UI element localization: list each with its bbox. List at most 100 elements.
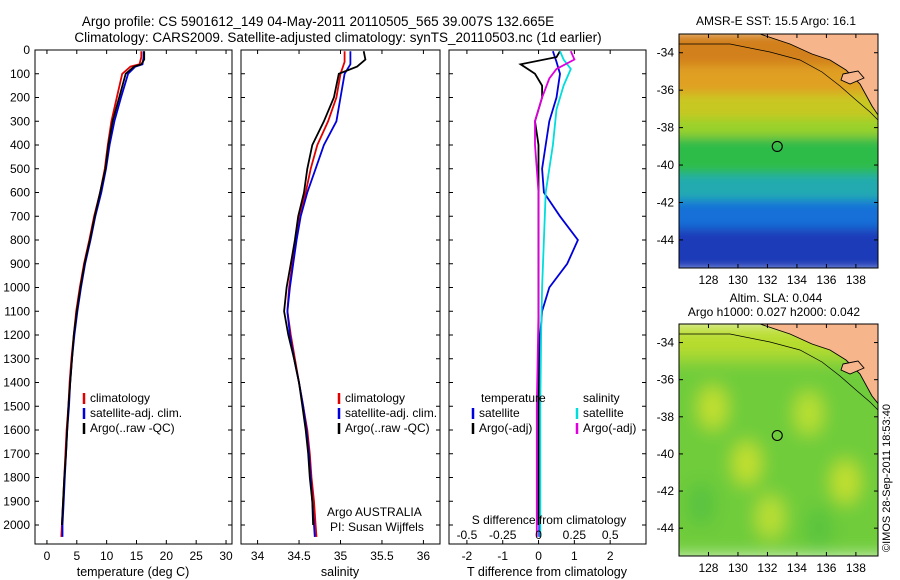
sst-map-y-tick-label: -34 bbox=[657, 46, 675, 60]
temperature-profile-legend-entry: satellite-adj. clim. bbox=[90, 406, 182, 420]
sla-map-panel: Altim. SLA: 0.044 Argo h1000: 0.027 h200… bbox=[657, 291, 879, 575]
sst-map-y-tick-label: -38 bbox=[657, 121, 675, 135]
temperature-profile-series-0 bbox=[60, 51, 143, 537]
difference-legend-salinity-heading: salinity bbox=[583, 391, 620, 405]
difference-profile-x-tick-label: -1 bbox=[497, 549, 508, 563]
depth-tick-label: 2000 bbox=[3, 518, 30, 532]
temperature-axes-frame bbox=[34, 49, 233, 545]
salinity-profile-legend-entry: Argo(..raw -QC) bbox=[345, 421, 430, 435]
difference-profile-x-tick-label: 1 bbox=[571, 549, 578, 563]
sst-map-band bbox=[679, 228, 878, 268]
salinity-profile-legend-entry: climatology bbox=[345, 391, 405, 405]
temperature-profile-legend-entry: Argo(..raw -QC) bbox=[90, 421, 175, 435]
sla-map-y-tick-label: -36 bbox=[657, 373, 675, 387]
temperature-panel: 0 5 10 15 20 25 30 0 100 200 300 400 500 600 700 800 90… bbox=[3, 43, 233, 579]
sla-map-blob bbox=[805, 506, 834, 551]
difference-x-ticks: -2 -1 0 1 2 bbox=[462, 50, 614, 563]
sst-shelf-contour bbox=[679, 43, 878, 121]
sst-map-title: AMSR-E SST: 15.5 Argo: 16.1 bbox=[696, 14, 856, 28]
sst-land-kangaroo-island bbox=[840, 70, 865, 85]
depth-tick-label: 1800 bbox=[3, 471, 30, 485]
depth-tick-label: 1200 bbox=[3, 328, 30, 342]
difference-panel: -2 -1 0 1 2 S difference from climatology -0… bbox=[448, 49, 647, 579]
sst-map-x-tick-label: 130 bbox=[728, 273, 748, 287]
sla-map-y-tick-label: -40 bbox=[657, 447, 675, 461]
sst-map-band bbox=[679, 174, 878, 205]
depth-tick-label: 300 bbox=[10, 114, 30, 128]
depth-tick-label: 100 bbox=[10, 67, 30, 81]
difference-profile-series-3 bbox=[534, 50, 576, 537]
t-difference-xlabel: T difference from climatology bbox=[467, 565, 628, 579]
difference-secondary-tick-label: 0.5 bbox=[602, 528, 619, 542]
difference-secondary-tick-label: -0.5 bbox=[457, 528, 478, 542]
depth-tick-label: 0 bbox=[23, 43, 30, 57]
depth-tick-label: 1900 bbox=[3, 494, 30, 508]
salinity-y-tickmarks bbox=[241, 49, 440, 526]
sla-map-x-tick-label: 136 bbox=[816, 561, 836, 575]
depth-tick-label: 600 bbox=[10, 186, 30, 200]
temperature-profile-x-tick-label: 5 bbox=[73, 549, 80, 563]
depth-tick-label: 1300 bbox=[3, 352, 30, 366]
sla-map-y-tick-label: -44 bbox=[657, 521, 675, 535]
sla-map-blob bbox=[756, 495, 785, 540]
sst-map-x-tick-label: 136 bbox=[816, 273, 836, 287]
salinity-profile-x-tick-label: 34 bbox=[251, 549, 265, 563]
temperature-profile-x-tick-label: 25 bbox=[190, 549, 204, 563]
difference-legend-entry: Argo(-adj) bbox=[583, 421, 636, 435]
depth-tick-label: 500 bbox=[10, 162, 30, 176]
difference-legend-entry: satellite bbox=[479, 406, 520, 420]
depth-tick-label: 1500 bbox=[3, 399, 30, 413]
difference-profile-x-tick-label: -2 bbox=[462, 549, 473, 563]
sla-map-y-tick-label: -38 bbox=[657, 410, 675, 424]
depth-tick-label: 700 bbox=[10, 209, 30, 223]
difference-series-group bbox=[518, 50, 579, 537]
difference-axes-frame bbox=[448, 49, 647, 545]
header-line2: Climatology: CARS2009. Satellite-adjuste… bbox=[74, 30, 601, 45]
sla-x-ticks: 128 130 132 134 136 138 bbox=[698, 324, 866, 575]
salinity-profile-x-tick-label: 35.5 bbox=[370, 549, 394, 563]
difference-secondary-tick-label: -0.25 bbox=[489, 528, 517, 542]
difference-legend: temperature salinitysatelliteArgo(-adj)sa… bbox=[471, 391, 636, 435]
sla-map-x-tick-label: 138 bbox=[846, 561, 866, 575]
temperature-profile-x-tick-label: 15 bbox=[130, 549, 144, 563]
difference-profile-series-2 bbox=[539, 50, 572, 537]
header-line1: Argo profile: CS 5901612_149 04-May-2011… bbox=[82, 14, 554, 29]
depth-tick-label: 900 bbox=[10, 257, 30, 271]
sla-map-title: Altim. SLA: 0.044 bbox=[730, 291, 823, 305]
sla-map-subtitle: Argo h1000: 0.027 h2000: 0.042 bbox=[688, 305, 860, 319]
salinity-xlabel: salinity bbox=[321, 565, 360, 579]
salinity-profile-series-1 bbox=[286, 51, 352, 537]
sla-map-x-tick-label: 134 bbox=[787, 561, 807, 575]
sst-map-x-tick-label: 134 bbox=[787, 273, 807, 287]
temperature-profile-legend-entry: climatology bbox=[90, 391, 150, 405]
temperature-series-group bbox=[60, 51, 146, 537]
sst-map-band bbox=[679, 136, 878, 179]
sst-map-frame bbox=[678, 33, 879, 269]
salinity-x-ticks: 34 34.5 35 35.5 36 bbox=[251, 50, 431, 563]
sla-map-blob bbox=[794, 391, 823, 436]
sst-map-y-tick-label: -42 bbox=[657, 195, 675, 209]
sst-map-band bbox=[679, 93, 878, 123]
salinity-axes-frame bbox=[240, 49, 441, 545]
sla-y-ticks: -34 -36 -38 -40 -42 -44 bbox=[657, 336, 878, 535]
temperature-profile-series-2 bbox=[61, 51, 146, 526]
depth-tick-label: 1400 bbox=[3, 376, 30, 390]
credit-pi: PI: Susan Wijffels bbox=[330, 520, 424, 534]
sla-map-blob bbox=[698, 385, 727, 430]
salinity-series-group bbox=[283, 51, 367, 537]
sla-map-x-tick-label: 132 bbox=[757, 561, 777, 575]
sla-shelf-contour bbox=[679, 333, 878, 411]
sst-map-panel: AMSR-E SST: 15.5 Argo: 16.1 128 130 132 134… bbox=[657, 14, 879, 287]
sla-map-blob bbox=[831, 459, 860, 504]
sla-map-blob bbox=[687, 482, 716, 527]
salinity-profile-x-tick-label: 36 bbox=[417, 549, 431, 563]
difference-legend-entry: Argo(-adj) bbox=[479, 421, 532, 435]
salinity-panel: 34 34.5 35 35.5 36 salinity climatologysatel… bbox=[240, 49, 441, 579]
temperature-y-ticks: 0 100 200 300 400 500 600 700 800 900 1000 1100 1200… bbox=[3, 43, 232, 532]
sst-map-x-tick-label: 128 bbox=[698, 273, 718, 287]
sst-y-ticks: -34 -36 -38 -40 -42 -44 bbox=[657, 46, 878, 247]
sst-map-x-tick-label: 132 bbox=[757, 273, 777, 287]
sla-map-y-tick-label: -42 bbox=[657, 484, 675, 498]
sst-map-y-tick-label: -40 bbox=[657, 158, 675, 172]
